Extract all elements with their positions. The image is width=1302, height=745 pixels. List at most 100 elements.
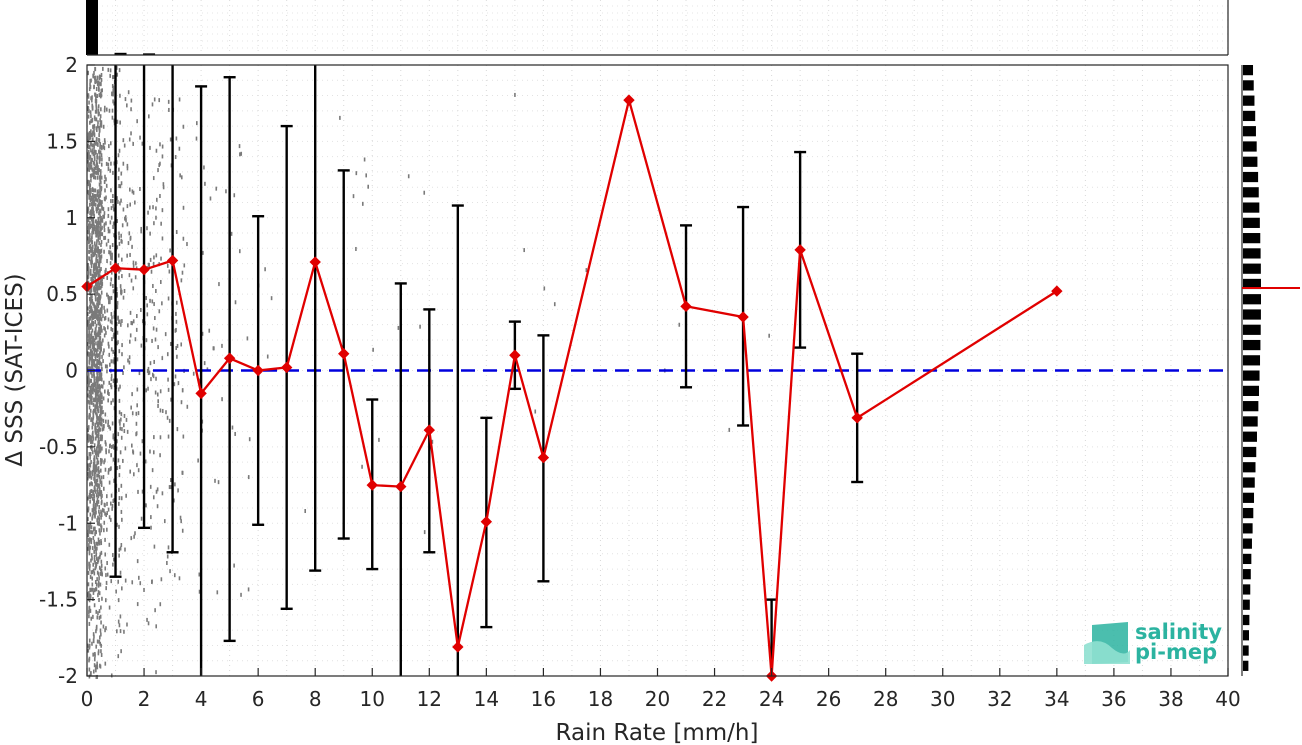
scatter-point	[90, 335, 93, 340]
scatter-point	[121, 274, 123, 279]
scatter-point	[176, 343, 179, 348]
scatter-point	[118, 547, 121, 552]
scatter-point	[93, 461, 96, 466]
scatter-point	[96, 428, 98, 433]
scatter-point	[157, 345, 159, 350]
scatter-point	[131, 443, 133, 448]
scatter-point	[96, 231, 99, 236]
scatter-point	[116, 522, 118, 527]
scatter-point	[87, 496, 89, 501]
scatter-point	[89, 243, 92, 248]
scatter-point	[94, 285, 96, 290]
scatter-point	[102, 426, 105, 431]
scatter-point	[93, 271, 95, 276]
scatter-point	[91, 641, 93, 646]
scatter-point	[234, 431, 236, 436]
scatter-point	[96, 451, 98, 456]
scatter-point	[106, 572, 109, 577]
scatter-point	[92, 465, 95, 470]
scatter-point	[112, 457, 115, 462]
scatter-point	[110, 579, 113, 584]
scatter-point	[145, 503, 147, 508]
scatter-point	[118, 184, 120, 189]
scatter-point	[87, 377, 89, 382]
scatter-point	[90, 119, 92, 124]
scatter-point	[98, 81, 100, 86]
scatter-point	[87, 163, 90, 168]
scatter-point	[99, 342, 102, 347]
scatter-point	[150, 377, 152, 382]
scatter-point	[93, 634, 95, 639]
scatter-point	[95, 562, 98, 567]
scatter-point	[94, 470, 96, 475]
scatter-point	[90, 217, 93, 222]
scatter-point	[98, 519, 100, 524]
scatter-point	[89, 499, 91, 504]
scatter-point	[110, 206, 113, 211]
scatter-point	[96, 291, 99, 296]
scatter-point	[96, 175, 99, 180]
scatter-point	[98, 517, 101, 522]
scatter-point	[96, 518, 98, 523]
scatter-point	[120, 290, 122, 295]
right-histogram-bar	[1243, 156, 1258, 167]
scatter-point	[87, 380, 90, 385]
scatter-point	[100, 501, 103, 506]
scatter-point	[90, 439, 92, 444]
scatter-point	[126, 204, 129, 209]
scatter-point	[98, 326, 100, 331]
scatter-point	[124, 578, 127, 583]
scatter-point	[99, 226, 101, 231]
scatter-point	[104, 235, 107, 240]
scatter-point	[97, 521, 100, 526]
scatter-point	[94, 513, 96, 518]
scatter-point	[95, 335, 98, 340]
scatter-point	[116, 196, 118, 201]
scatter-point	[166, 560, 168, 565]
scatter-point	[93, 202, 96, 207]
right-histogram-bar	[1243, 584, 1251, 595]
scatter-point	[155, 489, 158, 494]
scatter-point	[93, 313, 96, 318]
scatter-point	[88, 527, 91, 532]
scatter-point	[92, 384, 95, 389]
scatter-point	[89, 291, 91, 296]
top-histogram-bars	[86, 0, 156, 55]
scatter-point	[101, 281, 104, 286]
scatter-point	[95, 244, 97, 249]
series-marker	[166, 254, 179, 267]
scatter-point	[116, 300, 119, 305]
scatter-point	[95, 109, 98, 114]
scatter-point	[93, 132, 96, 137]
scatter-point	[88, 380, 91, 385]
scatter-point	[147, 371, 150, 376]
scatter-point	[178, 146, 181, 151]
scatter-point	[105, 221, 107, 226]
right-histogram-bar	[1243, 95, 1255, 106]
scatter-point	[93, 447, 96, 452]
scatter-point	[118, 235, 120, 240]
scatter-point	[91, 228, 94, 233]
scatter-point	[94, 99, 97, 104]
scatter-point	[95, 341, 97, 346]
scatter-point	[183, 263, 186, 268]
series-marker	[1051, 285, 1063, 297]
scatter-point	[155, 148, 158, 153]
scatter-point	[108, 352, 111, 357]
scatter-point	[159, 142, 161, 147]
scatter-point	[149, 449, 151, 454]
scatter-point	[98, 395, 100, 400]
scatter-point	[115, 160, 118, 165]
scatter-point	[88, 317, 90, 322]
scatter-point	[90, 129, 92, 134]
scatter-point	[96, 661, 98, 666]
scatter-point	[100, 347, 102, 352]
x-tick-label: 6	[252, 687, 265, 711]
scatter-point	[152, 261, 155, 266]
scatter-point	[93, 199, 96, 204]
scatter-point	[111, 252, 113, 257]
scatter-point	[352, 194, 355, 199]
scatter-point	[90, 133, 93, 138]
scatter-point	[132, 319, 135, 324]
scatter-point	[87, 182, 90, 187]
